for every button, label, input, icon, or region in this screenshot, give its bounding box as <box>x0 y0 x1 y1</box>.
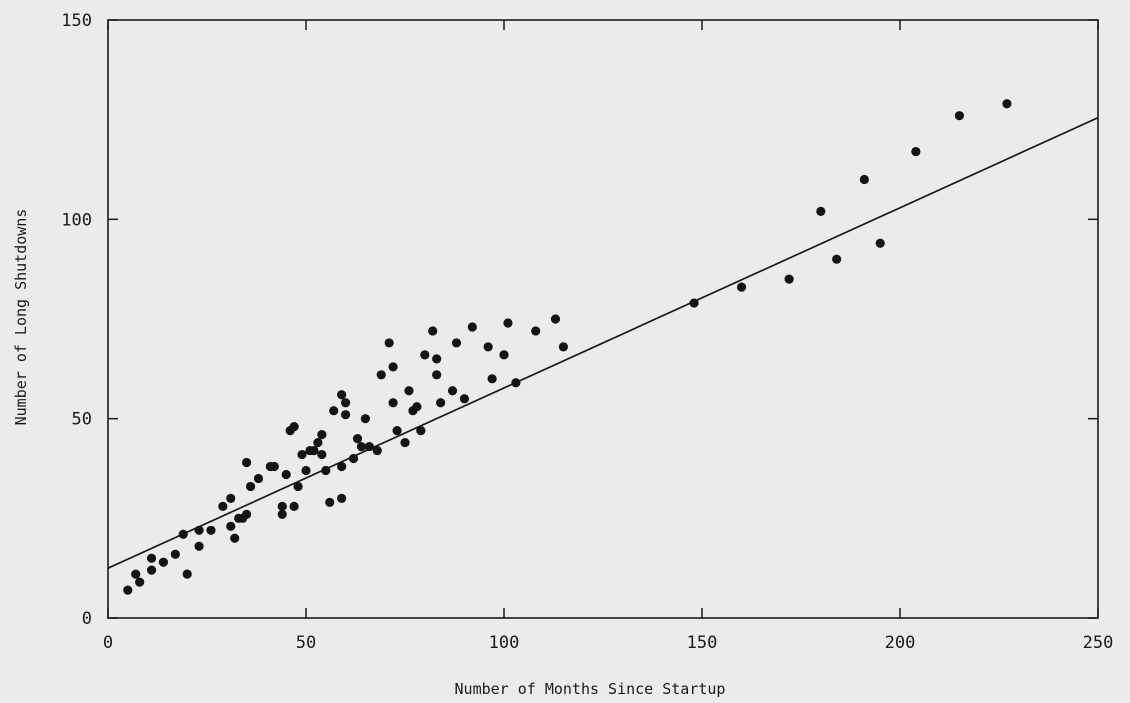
regression-line <box>107 116 1099 569</box>
data-point <box>194 525 204 535</box>
data-point <box>146 565 157 575</box>
x-tick-label: 50 <box>296 633 316 653</box>
data-point <box>313 437 323 448</box>
data-point <box>321 465 331 476</box>
data-point <box>364 441 374 452</box>
data-point <box>499 350 509 360</box>
data-point <box>404 386 414 396</box>
data-point <box>277 509 287 519</box>
data-point <box>558 342 569 352</box>
data-point <box>269 461 279 472</box>
data-point <box>784 274 794 284</box>
x-tick-label: 150 <box>687 633 718 653</box>
data-point <box>317 449 327 460</box>
data-point <box>178 529 188 539</box>
data-point <box>289 422 299 432</box>
plot-frame <box>107 19 1099 619</box>
data-point <box>689 298 699 308</box>
data-point <box>451 338 462 348</box>
data-point <box>337 493 347 503</box>
data-point <box>123 585 133 595</box>
data-point <box>816 206 826 216</box>
data-point <box>341 398 351 408</box>
x-tick-label: 250 <box>1083 633 1114 653</box>
data-point <box>392 426 402 436</box>
data-point <box>859 174 869 185</box>
data-point <box>832 254 842 264</box>
data-point <box>218 501 228 511</box>
data-point <box>182 569 192 579</box>
y-axis-label: Number of Long Shutdowns <box>12 209 30 426</box>
data-point <box>317 430 327 440</box>
data-point <box>400 437 410 448</box>
data-point <box>503 318 513 328</box>
data-point <box>875 238 885 248</box>
x-axis-label: Number of Months Since Startup <box>455 680 726 698</box>
data-point <box>447 386 458 396</box>
data-point <box>170 549 180 559</box>
data-point <box>131 569 141 579</box>
data-point <box>341 410 351 420</box>
data-point <box>416 426 426 436</box>
data-point <box>531 326 541 336</box>
plot-area: 0 50 100 150 200 250 0 50 100 150 <box>61 11 1113 653</box>
data-point <box>1002 99 1012 109</box>
data-point <box>135 577 145 587</box>
data-point <box>230 533 240 543</box>
data-point <box>194 541 204 551</box>
data-point <box>911 146 921 157</box>
data-point <box>242 457 252 468</box>
data-point <box>277 501 287 511</box>
data-point <box>384 338 394 348</box>
data-point <box>329 406 339 416</box>
data-point <box>301 465 311 476</box>
data-point <box>388 398 398 408</box>
data-point <box>206 525 216 535</box>
data-point <box>511 378 521 388</box>
data-point <box>737 282 747 292</box>
data-point <box>158 557 169 567</box>
data-point <box>459 394 469 404</box>
data-point <box>348 453 359 464</box>
y-tick-label: 100 <box>61 210 92 230</box>
data-point <box>337 390 347 400</box>
data-point <box>412 402 422 412</box>
x-tick-label: 100 <box>489 633 520 653</box>
data-point <box>420 350 430 360</box>
data-point <box>954 111 965 121</box>
x-tick-label: 200 <box>885 633 916 653</box>
data-point <box>297 449 307 460</box>
data-point <box>325 497 335 507</box>
data-point <box>253 473 264 484</box>
y-tick-label: 150 <box>61 11 92 31</box>
data-point <box>436 398 446 408</box>
data-point <box>337 461 347 472</box>
data-point <box>281 469 291 480</box>
x-tick-label: 0 <box>103 633 113 653</box>
data-point <box>360 414 370 424</box>
data-point <box>483 342 493 352</box>
data-point <box>428 326 438 336</box>
data-point <box>245 481 256 492</box>
data-point <box>388 362 398 372</box>
data-point <box>432 354 442 364</box>
data-point <box>372 445 382 456</box>
data-point <box>352 434 363 444</box>
data-point <box>242 509 252 519</box>
data-point <box>309 445 319 456</box>
data-point <box>356 441 367 452</box>
data-point <box>467 322 477 332</box>
y-tick-label: 0 <box>82 609 92 629</box>
data-point <box>376 370 386 380</box>
data-point <box>293 481 303 492</box>
data-point <box>550 314 561 324</box>
data-point <box>226 521 236 531</box>
y-tick-label: 50 <box>72 410 92 430</box>
data-point <box>226 493 236 503</box>
data-point <box>432 370 442 380</box>
data-point <box>487 374 497 384</box>
data-point <box>146 553 157 563</box>
data-point <box>289 501 299 511</box>
